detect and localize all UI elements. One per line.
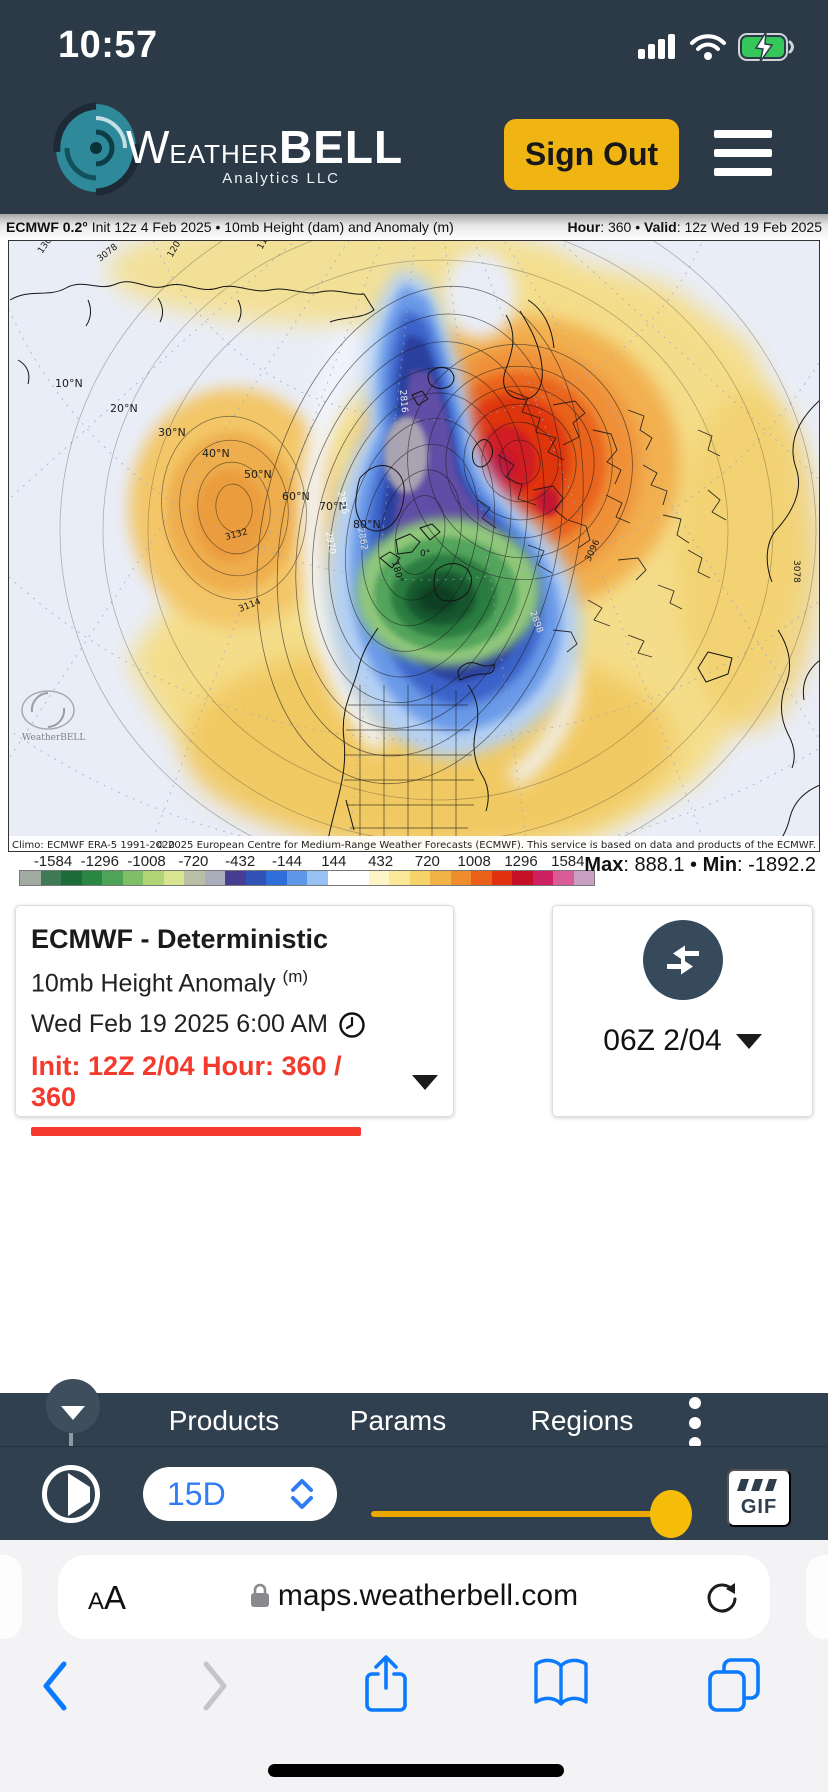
- prev-tab-peek[interactable]: [0, 1555, 22, 1639]
- climo-caption: Climo: ECMWF ERA-5 1991-2020: [12, 840, 175, 851]
- map-watermark-icon: WeatherBELL: [21, 690, 85, 743]
- browser-toolbar: [0, 1655, 828, 1748]
- tabs-icon[interactable]: [706, 1656, 762, 1712]
- bookmarks-icon[interactable]: [532, 1658, 590, 1712]
- logo-swirl-icon: [53, 102, 140, 196]
- chevron-down-icon: [61, 1406, 85, 1420]
- max-min-readout: Max: 888.1 • Min: -1892.2: [584, 854, 816, 876]
- svg-text:20°N: 20°N: [110, 402, 138, 415]
- colorbar: [19, 870, 595, 886]
- collapse-toggle[interactable]: [46, 1379, 100, 1433]
- dropdown-caret-icon: [412, 1074, 438, 1090]
- lock-icon: [250, 1583, 269, 1607]
- map-title-right: Hour: 360 • Valid: 12z Wed 19 Feb 2025: [567, 219, 822, 235]
- compare-time-selector[interactable]: 06Z 2/04: [553, 1024, 812, 1058]
- refresh-icon[interactable]: [702, 1577, 742, 1617]
- svg-text:50°N: 50°N: [244, 468, 272, 481]
- svg-text:80°N: 80°N: [353, 518, 381, 531]
- speed-select[interactable]: 15D: [143, 1467, 337, 1521]
- svg-text:3078: 3078: [791, 560, 801, 583]
- svg-text:2862: 2862: [355, 527, 369, 551]
- play-button[interactable]: [42, 1465, 100, 1523]
- logo-subtitle: Analytics LLC: [222, 170, 340, 187]
- colorbar-ticks: -1584 -1296 -1008 -720 -432 -144 144 432 720 1008…: [33, 853, 585, 870]
- forward-icon[interactable]: [198, 1658, 232, 1714]
- status-icons: [638, 32, 796, 62]
- colorbar-row: -1584 -1296 -1008 -720 -432 -144 144 432 720 1008…: [0, 852, 828, 904]
- back-icon[interactable]: [38, 1658, 72, 1714]
- model-card: ECMWF - Deterministic 10mb Height Anomal…: [15, 905, 454, 1137]
- dropdown-caret-icon: [735, 1033, 762, 1049]
- svg-text:2970: 2970: [323, 531, 337, 556]
- weatherbell-logo[interactable]: WEATHERBELL Analytics LLC: [48, 102, 402, 204]
- nav-params[interactable]: Params: [349, 1405, 447, 1436]
- battery-icon: [738, 32, 794, 62]
- logo-text: WEATHERBELL: [126, 121, 404, 173]
- copyright-caption: © 2025 European Centre for Medium-Range …: [155, 840, 816, 851]
- svg-text:2916: 2916: [335, 491, 350, 516]
- svg-text:2816: 2816: [397, 389, 409, 413]
- time-slider-track[interactable]: [371, 1511, 674, 1517]
- reader-button[interactable]: AA: [88, 1579, 127, 1616]
- svg-text:WeatherBELL: WeatherBELL: [22, 733, 85, 743]
- drag-indicator: [69, 1433, 73, 1447]
- model-card-valid-time: Wed Feb 19 2025 6:00 AM: [31, 1010, 438, 1039]
- init-hour-selector[interactable]: Init: 12Z 2/04 Hour: 360 / 360: [31, 1051, 438, 1113]
- compare-arrows-icon: [666, 945, 699, 975]
- init-progress-fill: [31, 1127, 361, 1137]
- select-chevrons-icon: [291, 1479, 313, 1509]
- signal-icon: [638, 34, 675, 59]
- next-tab-peek[interactable]: [806, 1555, 828, 1639]
- player-bar: 15D GIF: [0, 1446, 828, 1541]
- weather-map-svg: 10°N20°N30°N40°N50°N60°N70°N80°N 3078130…: [8, 240, 820, 852]
- speed-value: 15D: [167, 1475, 226, 1512]
- menu-icon[interactable]: [714, 130, 772, 182]
- browser-chrome: AA maps.weatherbell.com: [0, 1540, 828, 1792]
- svg-text:10°N: 10°N: [55, 377, 83, 390]
- play-icon: [68, 1472, 90, 1516]
- compare-card: 06Z 2/04: [552, 905, 813, 1117]
- svg-text:110: 110: [256, 240, 273, 251]
- graticule: [8, 240, 820, 852]
- sign-out-button[interactable]: Sign Out: [504, 119, 679, 190]
- svg-text:60°N: 60°N: [282, 490, 310, 503]
- model-card-title: ECMWF - Deterministic: [31, 924, 329, 954]
- home-indicator[interactable]: [268, 1764, 564, 1777]
- map-title-left: ECMWF 0.2° Init 12z 4 Feb 2025 • 10mb He…: [6, 219, 454, 235]
- status-time: 10:57: [58, 24, 158, 66]
- wifi-icon: [690, 34, 726, 60]
- url-bar[interactable]: AA maps.weatherbell.com: [58, 1555, 770, 1639]
- weather-map[interactable]: 10°N 20°N 30°N 40°N 50°N 60°N 70°N 80°N 3078 130…: [8, 240, 820, 852]
- compare-button[interactable]: [642, 920, 723, 1000]
- nav-products[interactable]: Products: [168, 1405, 280, 1436]
- app-header: 10:57: [0, 0, 828, 214]
- svg-text:40°N: 40°N: [202, 447, 230, 460]
- latitude-labels: 10°N 20°N 30°N 40°N 50°N 60°N 70°N 80°N: [55, 377, 381, 531]
- clapper-icon: [737, 1479, 777, 1491]
- svg-text:70°N: 70°N: [319, 500, 347, 513]
- share-icon[interactable]: [360, 1654, 412, 1716]
- model-card-param: 10mb Height Anomaly (m): [31, 967, 309, 998]
- bottom-nav: Products Params Regions: [0, 1379, 828, 1449]
- url-text: maps.weatherbell.com: [58, 1579, 770, 1613]
- gif-export-button[interactable]: GIF: [727, 1469, 791, 1527]
- gif-label: GIF: [740, 1496, 778, 1518]
- clock-icon: [339, 1012, 365, 1038]
- svg-text:30°N: 30°N: [158, 426, 186, 439]
- nav-regions[interactable]: Regions: [530, 1405, 634, 1436]
- time-slider-thumb[interactable]: [650, 1490, 692, 1538]
- svg-text:0°: 0°: [420, 549, 430, 559]
- map-title-bar: ECMWF 0.2° Init 12z 4 Feb 2025 • 10mb He…: [0, 214, 828, 240]
- height-contours: [59, 240, 817, 852]
